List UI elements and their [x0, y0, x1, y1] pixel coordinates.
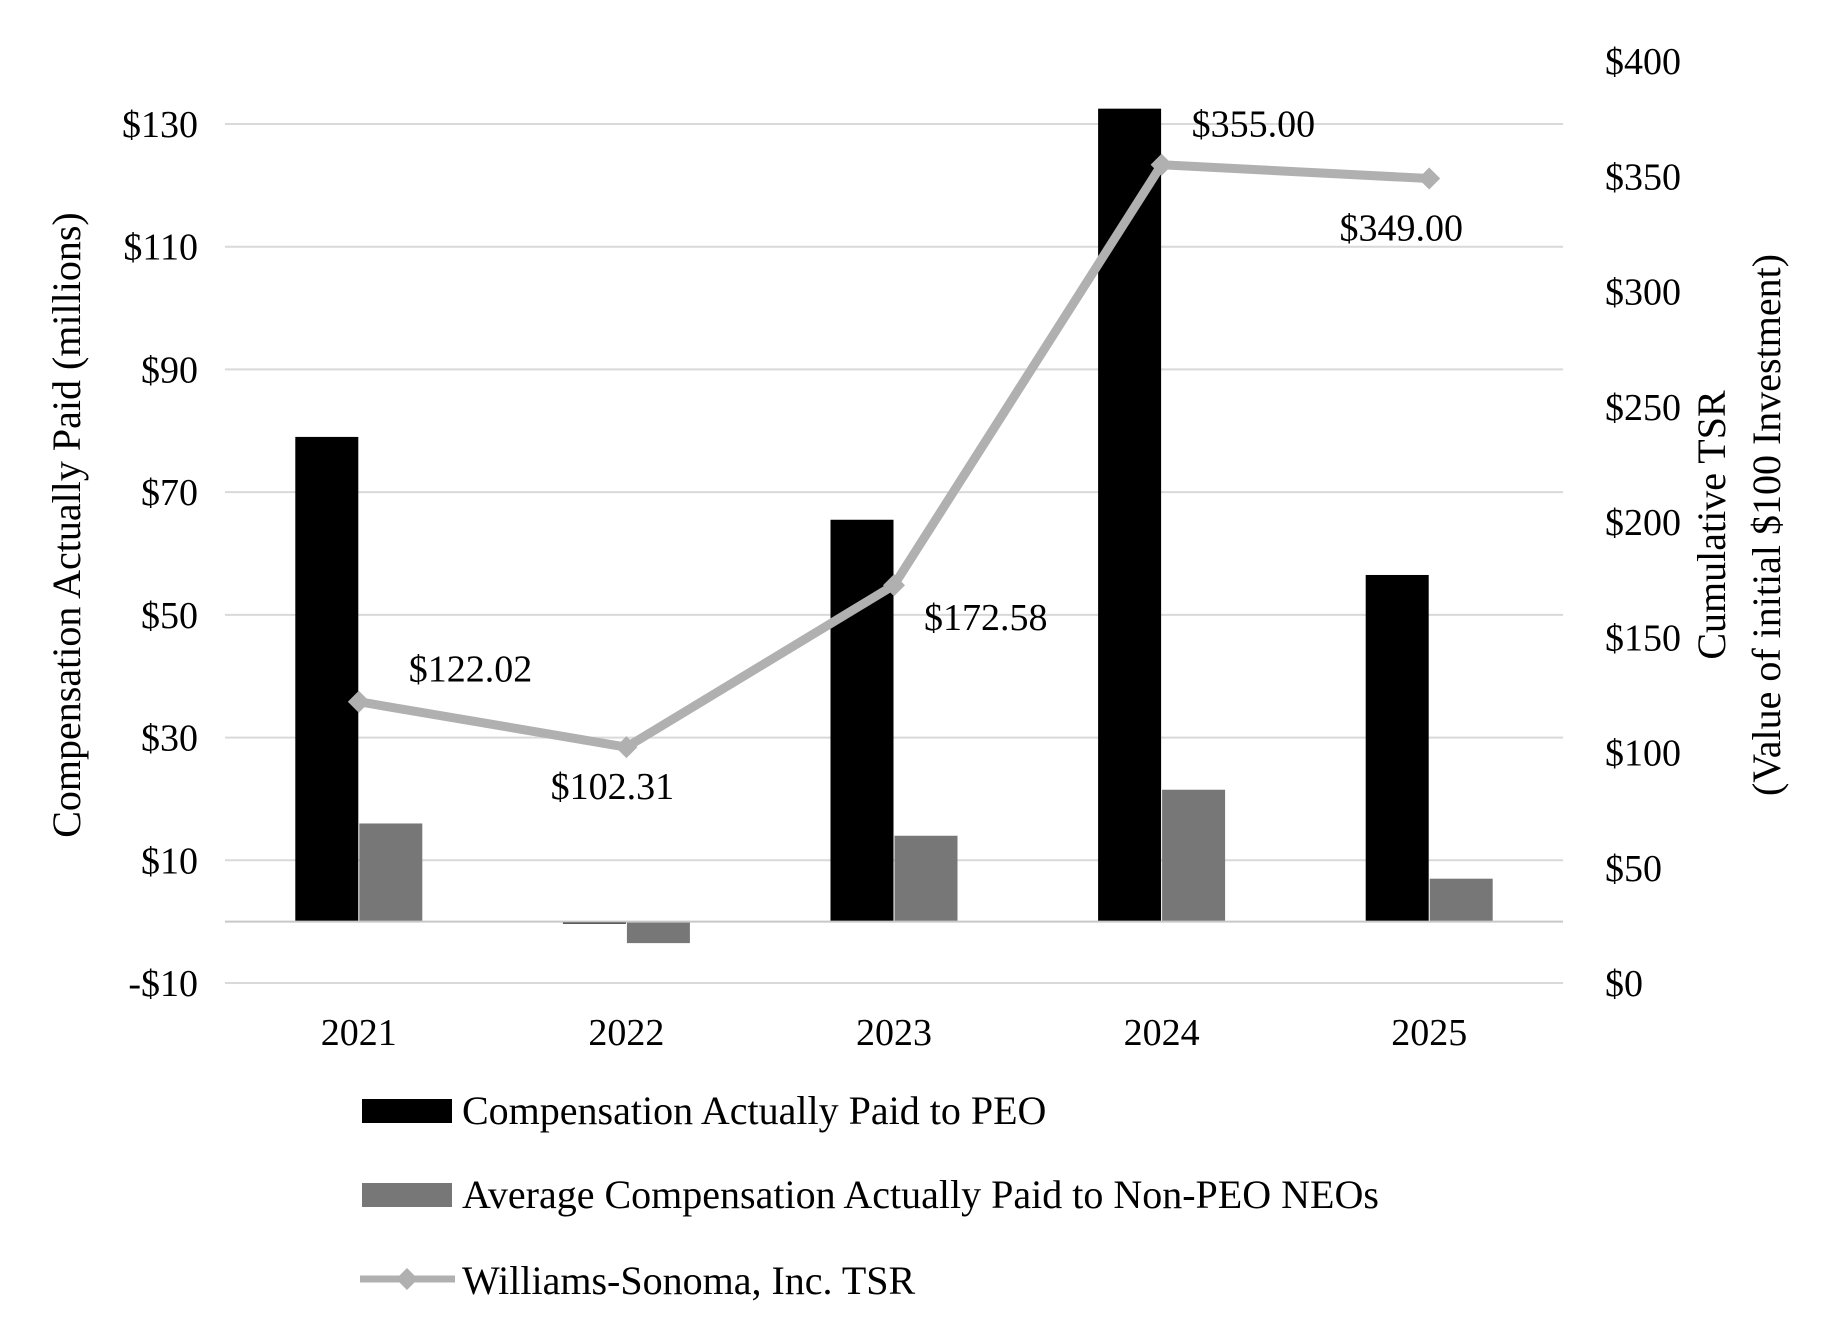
x-axis-ticks: 2021 2022 2023 2024 2025 — [321, 1012, 1467, 1054]
tsr-label-2022: $102.31 — [551, 766, 675, 808]
legend-swatch-neo — [362, 1183, 452, 1207]
gridlines — [225, 123, 1563, 984]
legend-swatch-peo — [362, 1099, 452, 1123]
legend-label-tsr: Williams-Sonoma, Inc. TSR — [462, 1258, 916, 1303]
tsr-point-2021 — [347, 690, 370, 713]
left-tick-label: $90 — [141, 349, 198, 391]
x-tick-label-2021: 2021 — [321, 1012, 397, 1054]
left-axis-ticks: -$10 $10 $30 $50 $70 $90 $110 $130 — [122, 104, 198, 1005]
right-tick-label: $400 — [1605, 41, 1681, 83]
tsr-point-2025 — [1418, 167, 1441, 190]
bar-peo-2021 — [295, 436, 359, 922]
right-tick-label: $100 — [1605, 733, 1681, 775]
left-tick-label: $50 — [141, 595, 198, 637]
tsr-label-2024: $355.00 — [1192, 104, 1316, 146]
x-tick-label-2024: 2024 — [1124, 1012, 1200, 1054]
left-tick-label: -$10 — [128, 963, 198, 1005]
tsr-label-2021: $122.02 — [409, 649, 533, 691]
x-tick-label-2025: 2025 — [1391, 1012, 1467, 1054]
right-axis-title-line1: Cumulative TSR — [1689, 390, 1734, 660]
left-tick-label: $70 — [141, 472, 198, 514]
tsr-data-labels: $122.02 $102.31 $172.58 $355.00 $349.00 — [409, 104, 1463, 808]
tsr-label-2023: $172.58 — [924, 597, 1048, 639]
right-tick-label: $250 — [1605, 387, 1681, 429]
right-axis-ticks: $0 $50 $100 $150 $200 $250 $300 $350 $400 — [1605, 41, 1681, 1005]
left-axis-title: Compensation Actually Paid (millions) — [44, 212, 89, 838]
right-tick-label: $350 — [1605, 156, 1681, 198]
tsr-point-2023 — [883, 574, 905, 597]
right-axis-title-line2: (Value of initial $100 Investment) — [1744, 254, 1789, 796]
bar-neo-2023 — [894, 835, 958, 922]
left-tick-label: $130 — [122, 104, 198, 146]
right-tick-label: $300 — [1605, 272, 1681, 314]
left-tick-label: $10 — [141, 840, 198, 882]
bar-neo-2022 — [626, 921, 690, 944]
tsr-line-series — [347, 153, 1441, 759]
bar-neo-2024 — [1162, 789, 1226, 922]
bar-peo-2023 — [830, 519, 894, 922]
legend: Compensation Actually Paid to PEO Averag… — [360, 1088, 1379, 1303]
legend-swatch-tsr-marker — [396, 1268, 418, 1290]
tsr-point-2022 — [615, 736, 638, 759]
bar-neo-2021 — [359, 823, 423, 922]
bar-neo-2025 — [1429, 878, 1493, 922]
right-tick-label: $150 — [1605, 617, 1681, 659]
left-tick-label: $30 — [141, 718, 198, 760]
tsr-point-2024 — [1150, 153, 1173, 176]
x-tick-label-2023: 2023 — [856, 1012, 932, 1054]
left-tick-label: $110 — [123, 227, 198, 269]
x-tick-label-2022: 2022 — [588, 1012, 664, 1054]
right-tick-label: $0 — [1605, 963, 1643, 1005]
bar-peo-2024 — [1098, 108, 1162, 922]
legend-label-neo: Average Compensation Actually Paid to No… — [462, 1172, 1379, 1217]
legend-label-peo: Compensation Actually Paid to PEO — [462, 1088, 1046, 1133]
right-tick-label: $200 — [1605, 502, 1681, 544]
right-tick-label: $50 — [1605, 848, 1662, 890]
bars — [295, 108, 1493, 944]
bar-peo-2025 — [1365, 574, 1429, 922]
tsr-label-2025: $349.00 — [1339, 208, 1463, 250]
